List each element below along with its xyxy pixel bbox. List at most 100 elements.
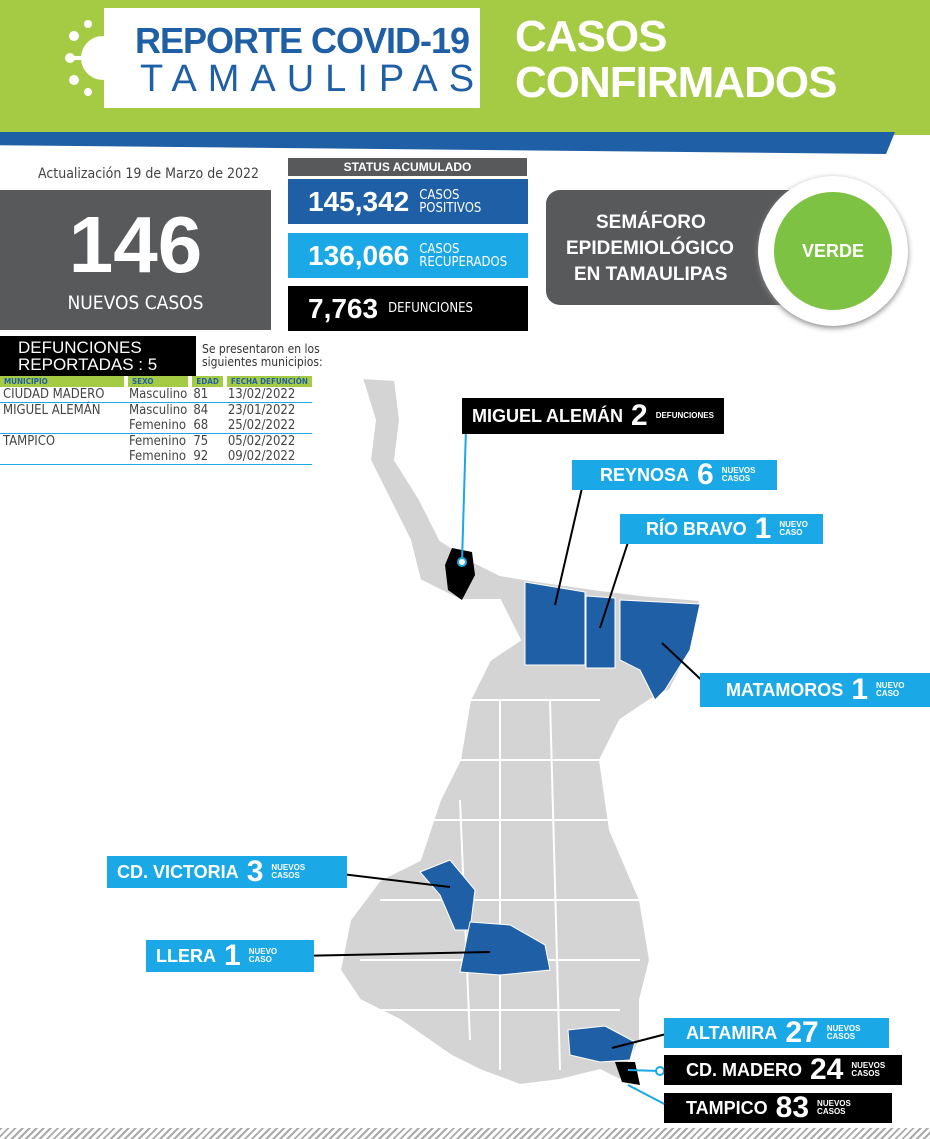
footer-stripe: [0, 1128, 930, 1139]
callout-value: 3: [246, 855, 264, 888]
callout-suffix: NUEVO CASO: [779, 520, 808, 537]
cell: Masculino: [129, 403, 188, 418]
matamoros-area: [619, 599, 701, 701]
callout-suffix: NUEVOS CASOS: [271, 863, 306, 880]
title-line2: CONFIRMADOS: [515, 58, 837, 107]
callout-llera: LLERA 1 NUEVO CASO: [146, 939, 314, 972]
cell: Masculino: [126, 387, 191, 403]
callout-reynosa: REYNOSA 6 NUEVOS CASOS: [572, 458, 777, 491]
callout-miguel-aleman: MIGUEL ALEMÁN 2 DEFUNCIONES: [462, 398, 724, 434]
table-header: MUNICIPIO SEXO EDAD FECHA DEFUNCIÓN: [0, 376, 312, 387]
status-title: STATUS ACUMULADO: [288, 158, 527, 176]
callout-altamira: ALTAMIRA 27 NUEVOS CASOS: [664, 1016, 889, 1049]
callout-suffix: NUEVO CASO: [876, 681, 905, 698]
stat-value: 136,066: [308, 239, 410, 271]
semaforo-light: VERDE: [758, 176, 908, 326]
callout-value: 83: [775, 1091, 810, 1124]
semaforo-line: SEMÁFORO: [596, 212, 706, 233]
deaths-title: DEFUNCIONES REPORTADAS : 5: [0, 336, 196, 376]
new-cases-value: 146: [68, 200, 203, 289]
callout-name: ALTAMIRA: [686, 1022, 778, 1043]
stat-label: POSITIVOS: [419, 200, 482, 216]
logo-subtitle: TAMAULIPAS: [140, 58, 486, 100]
col-edad: EDAD: [188, 376, 225, 387]
title-line1: CASOS: [515, 12, 667, 61]
reynosa-area: [524, 581, 586, 666]
semaforo-status: VERDE: [774, 192, 892, 310]
cell: TAMPICO: [3, 434, 56, 449]
stat-recovered: 136,066 CASOS RECUPERADOS: [288, 233, 528, 278]
cell: CIUDAD MADERO: [0, 387, 126, 403]
deaths-title-line: DEFUNCIONES: [18, 338, 142, 357]
callout-value: 2: [631, 399, 648, 432]
callout-name: CD. MADERO: [686, 1059, 802, 1080]
callout-cd-victoria: CD. VICTORIA 3 NUEVOS CASOS: [107, 855, 347, 888]
callout-name: CD. VICTORIA: [117, 861, 239, 882]
stat-deaths: 7,763 DEFUNCIONES: [288, 286, 528, 331]
stat-positive: 145,342 CASOS POSITIVOS: [288, 179, 528, 224]
stat-label: CASOS: [419, 241, 460, 257]
callout-matamoros: MATAMOROS 1 NUEVO CASO: [700, 673, 930, 707]
callout-name: REYNOSA: [600, 464, 690, 485]
logo-box: [104, 8, 480, 108]
stat-label: RECUPERADOS: [419, 254, 508, 270]
semaforo-line: EN TAMAULIPAS: [574, 264, 728, 285]
stat-value: 145,342: [308, 185, 410, 217]
cell: 75: [193, 434, 209, 449]
new-cases-label: NUEVOS CASOS: [67, 292, 204, 314]
cell: MIGUEL ALEMÁN: [3, 403, 101, 418]
callout-suffix: NUEVOS CASOS: [826, 1024, 861, 1041]
callout-suffix: DEFUNCIONES: [655, 411, 714, 420]
cell: Femenino: [126, 449, 191, 465]
llera-area: [459, 921, 551, 976]
cell: 92: [190, 449, 225, 465]
note-line: siguientes municipios:: [202, 355, 323, 369]
callout-value: 24: [810, 1053, 844, 1086]
cell: 68: [190, 418, 225, 434]
callout-suffix: NUEVO CASO: [248, 947, 278, 964]
callout-rio-bravo: RÍO BRAVO 1 NUEVO CASO: [620, 512, 823, 545]
cell: 05/02/2022: [227, 434, 296, 449]
callout-value: 27: [785, 1016, 819, 1049]
update-date: Actualización 19 de Marzo de 2022: [38, 166, 260, 182]
col-municipio: MUNICIPIO: [0, 376, 126, 387]
cell: Femenino: [126, 418, 191, 434]
cell: Femenino: [129, 434, 187, 449]
cell: 84: [193, 403, 209, 418]
table-row: Femenino 68 25/02/2022: [0, 418, 312, 434]
table-row: CIUDAD MADERO Masculino 81 13/02/2022: [0, 387, 312, 403]
callout-cd-madero: CD. MADERO 24 NUEVOS CASOS: [664, 1053, 902, 1086]
callout-suffix: NUEVOS CASOS: [851, 1061, 886, 1078]
cell: 25/02/2022: [224, 418, 312, 434]
col-sexo: SEXO: [123, 376, 191, 387]
state-outline: [338, 376, 702, 1087]
callout-value: 6: [697, 458, 714, 491]
deaths-title-line: REPORTADAS : 5: [18, 355, 158, 374]
cell: 81: [190, 387, 225, 403]
note-line: Se presentaron en los: [202, 342, 320, 356]
callout-value: 1: [851, 673, 869, 706]
semaforo-line: EPIDEMIOLÓGICO: [566, 238, 734, 259]
table-row: Femenino 92 09/02/2022: [0, 449, 312, 465]
callout-name: TAMPICO: [686, 1097, 768, 1118]
callout-suffix: NUEVOS CASOS: [817, 1099, 851, 1116]
new-cases-box: 146 NUEVOS CASOS: [0, 190, 271, 330]
deaths-table: MUNICIPIO SEXO EDAD FECHA DEFUNCIÓN CIUDAD …: [0, 376, 312, 465]
callout-name: MATAMOROS: [726, 679, 844, 700]
deaths-note: Se presentaron en los siguientes municipi…: [202, 343, 323, 369]
logo-title: REPORTE COVID-19: [135, 20, 470, 61]
cell: 09/02/2022: [224, 449, 312, 465]
stat-value: 7,763: [308, 292, 379, 324]
altamira-area: [567, 1025, 636, 1063]
rio-bravo-area: [585, 595, 616, 669]
table-row: TAMPICO Femenino 75 05/02/2022: [0, 434, 312, 450]
virus-icon: [65, 20, 108, 96]
cell: 13/02/2022: [224, 387, 312, 403]
stat-label: DEFUNCIONES: [388, 301, 473, 316]
madero-tampico-area: [615, 1062, 640, 1085]
col-fecha: FECHA DEFUNCIÓN: [222, 376, 312, 387]
miguel-aleman-area: [445, 548, 475, 600]
callout-name: MIGUEL ALEMÁN: [472, 405, 623, 426]
callout-value: 1: [754, 512, 772, 545]
